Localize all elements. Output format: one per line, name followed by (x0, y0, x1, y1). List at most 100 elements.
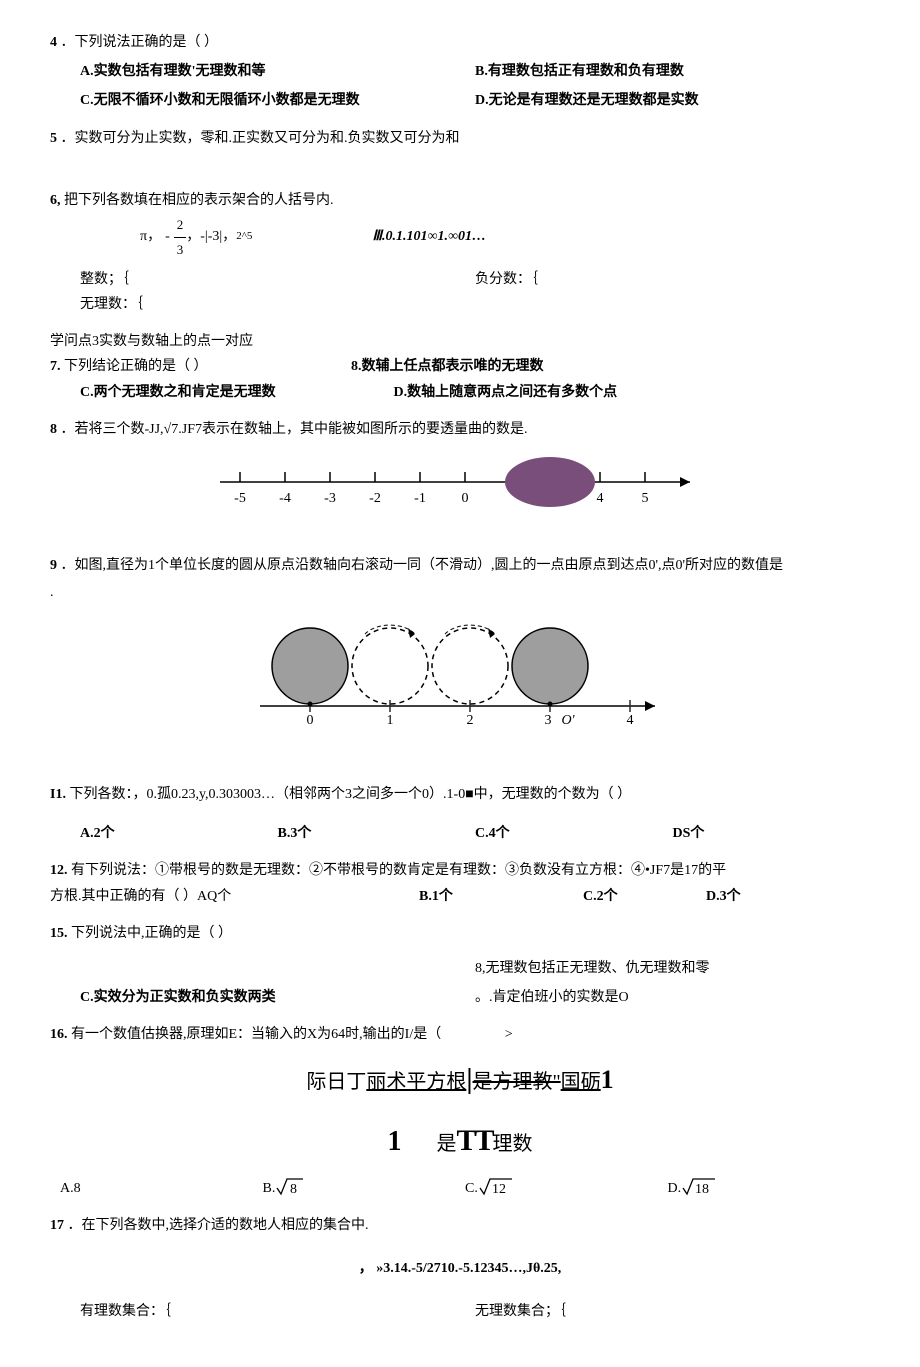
q16-flow-1: 际日丁丽术平方根|是方理教"国砺1 (50, 1055, 870, 1105)
q15-num: 15. (50, 926, 68, 941)
svg-text:3: 3 (545, 713, 552, 728)
q16-c-pre: C. (465, 1181, 478, 1196)
q16-l1c: 是方理教" (473, 1071, 561, 1093)
q16-l2b: 是 (436, 1133, 456, 1155)
q11-options: A.2个 B.3个 C.4个 DS个 (50, 821, 870, 846)
q12-opt-d: D.3个 (706, 884, 741, 909)
q4-opt-a: A.实数包括有理数'无理数和等 (80, 59, 475, 84)
svg-text:0: 0 (462, 491, 469, 506)
q16-l1a: 际日丁 (306, 1071, 366, 1093)
q6-expr-mid: ，-|-3|， (186, 224, 236, 249)
q8-num: 8 (50, 422, 57, 437)
q6-expr-right: Ⅲ.0.1.101∞1.∞01… (372, 224, 486, 249)
q6-text: 把下列各数填在相应的表示架合的人括号内. (64, 193, 334, 208)
q16-num: 16. (50, 1027, 68, 1042)
question-4: 4 ．下列说法正确的是（ ） A.实数包括有理数'无理数和等 B.有理数包括正有… (50, 30, 870, 114)
svg-text:5: 5 (642, 491, 649, 506)
q12-text: 有下列说法：①带根号的数是无理数：②不带根号的数肯定是有理数：③负数没有立方根：… (71, 863, 726, 878)
q16-l1e: 1 (601, 1065, 614, 1094)
q12-row2: 方根.其中正确的有（ ）AQ个 B.1个 C.2个 D.3个 (50, 884, 870, 909)
q6-num: 6, (50, 193, 61, 208)
svg-text:-1: -1 (414, 491, 426, 506)
q16-flow-2: 1 是TT理数 (50, 1114, 870, 1168)
q16-c-rad: 12 (492, 1182, 506, 1196)
q6-fraction: 2 3 (174, 213, 187, 261)
q17-set1: 有理数集合：｛ (80, 1299, 475, 1324)
q4-opt-c: C.无限不循环小数和无限循环小数都是无理数 (80, 88, 475, 113)
q5-num: 5 (50, 131, 57, 146)
q7-num: 7. (50, 359, 61, 374)
q15-options-2: C.实效分为正实数和负实数两类 。.肯定伯班小的实数是O (50, 985, 870, 1010)
q7-opt-c: C.两个无理数之和肯定是无理数 (80, 380, 390, 405)
question-16: 16. 有一个数值估换器,原理如E：当输入的X为64时,输出的I/是（ > 际日… (50, 1022, 870, 1201)
q4-opt-d: D.无论是有理数还是无理数都是实数 (475, 88, 870, 113)
sqrt-icon: 18 (681, 1176, 717, 1196)
svg-text:4: 4 (627, 713, 634, 728)
q17-text: ．在下列各数中,选择介适的数地人相应的集合中. (68, 1218, 369, 1233)
question-9: 9 ．如图,直径为1个单位长度的圆从原点沿数轴向右滚动一同（不滑动）,圆上的一点… (50, 553, 870, 745)
q4-num: 4 (50, 35, 57, 50)
diagram-9: 0 1 2 3 O' 4 (50, 616, 870, 745)
q12-opt-b: B.1个 (419, 884, 583, 909)
svg-text:-4: -4 (279, 491, 291, 506)
q4-opt-b: B.有理数包括正有理数和负有理数 (475, 59, 870, 84)
q17-sets: 有理数集合：｛ 无理数集合；｛ (50, 1299, 870, 1324)
sqrt-icon: 12 (478, 1176, 514, 1196)
q11-opt-c: C.4个 (475, 821, 673, 846)
q16-l2c: TT (456, 1124, 492, 1157)
q12-opt-c: C.2个 (583, 884, 706, 909)
q15-opt-d: 。.肯定伯班小的实数是O (475, 985, 870, 1010)
q6-set3: 无理数：｛ (50, 292, 870, 317)
svg-text:1: 1 (387, 713, 394, 728)
svg-text:O': O' (561, 713, 575, 728)
q16-options: A.8 B.8 C. 12 D.18 (50, 1176, 870, 1201)
q11-opt-a: A.2个 (80, 821, 278, 846)
question-15: 15. 下列说法中,正确的是（ ） 8,无理数包括正无理数、仇无理数和零 C.实… (50, 921, 870, 1011)
q6-set2: 负分数：｛ (475, 267, 870, 292)
q16-b-pre: B. (263, 1181, 276, 1196)
svg-text:0: 0 (307, 713, 314, 728)
svg-text:4: 4 (597, 491, 604, 506)
q7-sub8: 8.数辅上任点都表示唯的无理数 (351, 354, 544, 379)
q4-options-1: A.实数包括有理数'无理数和等 B.有理数包括正有理数和负有理数 (50, 59, 870, 84)
question-8: 8 ．若将三个数-JJ,√7.JF7表示在数轴上，其中能被如图所示的要透量曲的数… (50, 417, 870, 541)
q17-set2: 无理数集合；｛ (475, 1299, 870, 1324)
q16-text: 有一个数值估换器,原理如E：当输入的X为64时,输出的I/是（ (71, 1027, 441, 1042)
q16-opt-d: D.18 (668, 1176, 871, 1201)
question-6: 6, 把下列各数填在相应的表示架合的人括号内. π， - 2 3 ，-|-3|，… (50, 188, 870, 317)
q17-num: 17 (50, 1218, 64, 1233)
numberline-ellipse-svg: -5 -4 -3 -2 -1 0 4 5 (200, 452, 720, 532)
q11-opt-d: DS个 (673, 821, 871, 846)
knowledge-point-3: 学问点3实数与数轴上的点一对应 (50, 329, 870, 354)
q11-text: 下列各数：，0.孤0.23,y,0.303003…（相邻两个3之间多一个0）.1… (69, 787, 631, 802)
q9-text: ．如图,直径为1个单位长度的圆从原点沿数轴向右滚动一同（不滑动）,圆上的一点由原… (61, 558, 784, 573)
q16-l2a: 1 (387, 1126, 401, 1157)
q7-row2: C.两个无理数之和肯定是无理数 D.数轴上随意两点之间还有多数个点 (50, 380, 870, 405)
q6-expr-pre: π， (140, 224, 161, 249)
q9-num: 9 (50, 558, 57, 573)
q17-expr: ， »3.14.-5/2710.-5.12345…,Jθ.25, (50, 1256, 870, 1281)
q6-sup: 2^5 (236, 227, 252, 247)
q6-set1: 整数；｛ (80, 267, 475, 292)
question-5: 5 ．实数可分为止实数，零和.正实数又可分为和.负实数又可分为和 (50, 126, 870, 151)
q16-l2d: 理数 (493, 1133, 533, 1155)
q6-sets-1: 整数；｛ 负分数：｛ (50, 267, 870, 292)
q16-opt-a: A.8 (60, 1176, 263, 1201)
question-11: I1. 下列各数：，0.孤0.23,y,0.303003…（相邻两个3之间多一个… (50, 782, 870, 846)
question-17: 17 ．在下列各数中,选择介适的数地人相应的集合中. ， »3.14.-5/27… (50, 1213, 870, 1325)
rolling-circles-svg: 0 1 2 3 O' 4 (250, 616, 670, 736)
q16-arrow: > (505, 1027, 513, 1042)
svg-text:2: 2 (467, 713, 474, 728)
q7-text: 下列结论正确的是（ ） (64, 359, 208, 374)
q15-options-1: 8,无理数包括正无理数、仇无理数和零 (50, 956, 870, 981)
q4-text: ．下列说法正确的是（ ） (61, 35, 219, 50)
q6-frac-num: 2 (174, 213, 187, 237)
q7-opt-d: D.数轴上随意两点之间还有多数个点 (394, 385, 618, 400)
diagram-8: -5 -4 -3 -2 -1 0 4 5 (50, 452, 870, 541)
q15-opt-a (80, 956, 475, 981)
q16-opt-b: B.8 (263, 1176, 466, 1201)
svg-text:-5: -5 (234, 491, 246, 506)
svg-text:-3: -3 (324, 491, 336, 506)
q5-text: ．实数可分为止实数，零和.正实数又可分为和.负实数又可分为和 (61, 131, 460, 146)
q12-num: 12. (50, 863, 68, 878)
